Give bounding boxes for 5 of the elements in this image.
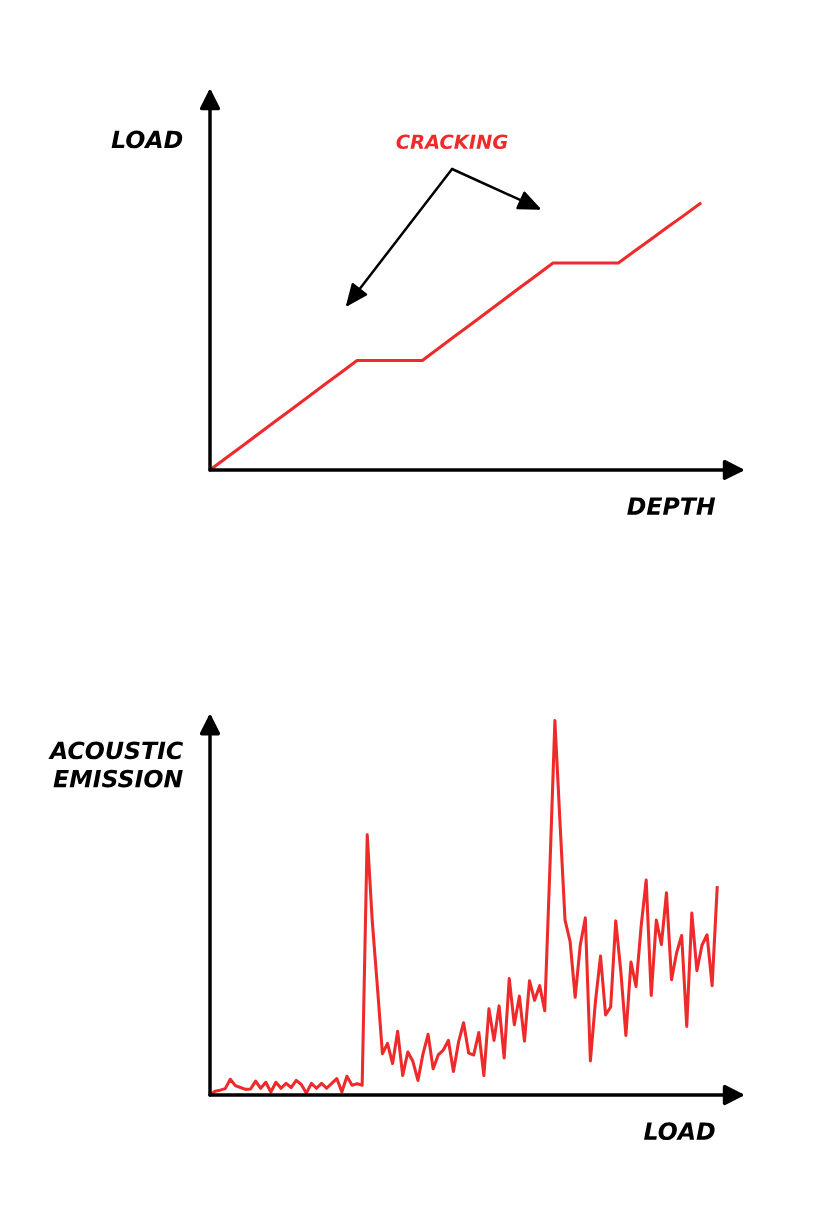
x-axis-title: DEPTH [627,497,716,515]
y-axis-title: ACOUSTIC EMISSION [48,741,184,788]
text: CRACKING [396,134,508,150]
y-axis-title: LOAD [111,130,183,149]
x-axis-title: LOAD [644,1122,715,1141]
